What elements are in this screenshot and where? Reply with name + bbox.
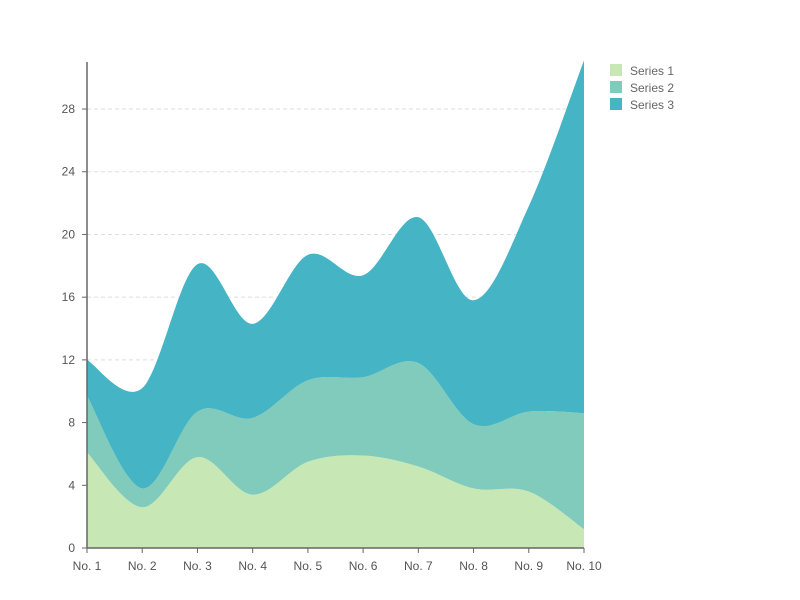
x-tick-label: No. 3 <box>183 559 212 573</box>
y-tick-label: 0 <box>68 541 75 555</box>
legend-swatch-series-2 <box>610 81 622 93</box>
x-tick-label: No. 5 <box>294 559 323 573</box>
x-tick-label: No. 6 <box>349 559 378 573</box>
x-tick-label: No. 10 <box>566 559 602 573</box>
y-tick-label: 16 <box>62 290 76 304</box>
x-tick-label: No. 7 <box>404 559 433 573</box>
legend-swatch-series-3 <box>610 98 622 110</box>
y-tick-label: 28 <box>62 102 76 116</box>
area-series-1 <box>87 452 584 548</box>
x-tick-label: No. 8 <box>459 559 488 573</box>
x-tick-label: No. 2 <box>128 559 157 573</box>
legend-label-series-3: Series 3 <box>630 98 674 112</box>
plot-areas <box>87 60 584 548</box>
y-tick-label: 8 <box>68 416 75 430</box>
y-tick-label: 24 <box>62 165 76 179</box>
legend-swatch-series-1 <box>610 64 622 76</box>
y-tick-label: 20 <box>62 227 76 241</box>
x-tick-label: No. 9 <box>514 559 543 573</box>
x-tick-label: No. 4 <box>238 559 267 573</box>
x-tick-label: No. 1 <box>73 559 102 573</box>
area-series-3 <box>87 60 584 489</box>
y-tick-label: 4 <box>68 478 75 492</box>
legend-label-series-2: Series 2 <box>630 81 674 95</box>
axes: 0 4 8 12 16 20 24 28 No. 1 No. 2 No. 3 No. 4 No. 5 No… <box>62 62 602 573</box>
y-tick-label: 12 <box>62 353 76 367</box>
area-series-2 <box>87 361 584 530</box>
legend: Series 1 Series 2 Series 3 <box>610 64 674 112</box>
legend-label-series-1: Series 1 <box>630 64 674 78</box>
